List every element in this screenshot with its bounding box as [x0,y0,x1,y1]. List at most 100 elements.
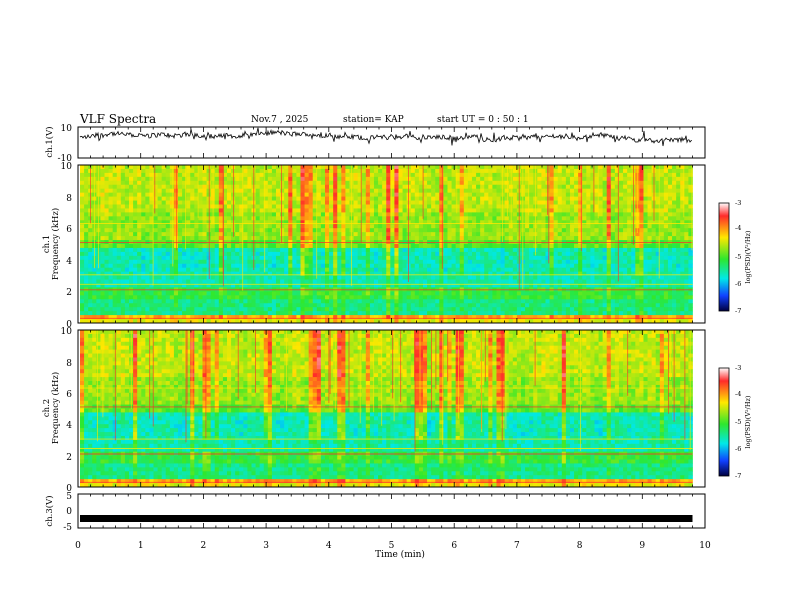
ch1-spectrogram-cell [141,232,146,237]
ch1-spectrogram-cell [169,259,175,265]
ch1-spectrogram-cell [610,236,616,241]
ch1-spectrogram-cell [312,251,318,257]
ch1-spectrogram-cell [145,180,150,186]
ch1-spectrogram-cell [341,224,346,229]
ch1-spectrogram-cell [586,251,591,257]
ch1-spectrogram-cell [124,267,130,273]
ch1-spectrogram-cell [614,168,620,174]
ch1-spectrogram-cell [124,208,130,213]
ch1-spectrogram-cell [296,180,301,186]
ch1-spectrogram-cell [553,263,559,269]
ch1-spectrogram-cell [153,192,158,197]
ch1-spectrogram-cell [431,184,436,190]
ch1-spectrogram-cell [663,212,669,217]
ch1-spectrogram-cell [333,232,338,237]
ch1-spectrogram-cell [602,216,608,221]
ch1-spectrogram-cell [467,236,473,241]
ch1-spectrogram-cell [112,220,118,225]
ch1-spectrogram-cell [459,251,465,257]
ch1-spectrogram-cell [182,267,187,273]
ch1-spectrogram-cell [627,168,632,174]
ch1-spectrogram-cell [259,267,265,273]
ch1-spectrogram-cell [92,271,97,276]
ch1-spectrogram-cell [239,184,244,190]
ch1-spectrogram-cell [329,271,334,276]
ch1-spectrogram-cell [520,236,526,241]
ch1-spectrogram-cell [112,184,118,190]
ch1-spectrogram-cell [606,247,612,253]
ch1-spectrogram-cell [663,279,669,284]
ch1-spectrogram-cell [247,180,252,186]
ch1-spectrogram-cell [324,204,330,209]
ch1-spectrogram-cell [574,192,579,197]
ch1-spectrogram-cell [308,184,314,190]
ch1-spectrogram-cell [631,271,636,276]
ch1-spectrogram-cell [226,271,232,276]
ch1-spectrogram-cell [447,228,452,233]
ch1-spectrogram-cell [476,212,481,217]
ch1-spectrogram-cell [141,180,146,186]
ch1-spectrogram-cell [177,247,183,253]
ch1-spectrogram-cell [655,247,661,253]
ch1-spectrogram-cell [463,184,469,190]
ch1-spectrogram-cell [382,271,387,276]
ch1-spectrogram-cell [467,255,473,261]
ch1-spectrogram-cell [659,283,665,288]
ch1-spectrogram-cell [488,267,493,273]
ch1-spectrogram-cell [373,232,379,237]
ch1-spectrogram-cell [288,232,293,237]
ch1-spectrogram-cell [284,255,289,261]
ch1-spectrogram-cell [496,172,501,178]
ch1-spectrogram-cell [594,279,599,284]
ch1-spectrogram-cell [218,208,224,213]
ch1-spectrogram-cell [451,267,457,273]
ch1-spectrogram-cell [84,184,89,190]
ch1-spectrogram-cell [659,172,665,178]
ch1-spectrogram-cell [165,172,171,178]
ch1-spectrogram-cell [361,172,367,178]
ch1-spectrogram-cell [545,228,550,233]
ch1-spectrogram-cell [484,224,489,229]
ch1-spectrogram-cell [459,275,465,280]
ch1-spectrogram-cell [304,204,310,209]
ch1-spectrogram-cell [259,168,265,174]
ch1-spectrogram-cell [173,208,179,213]
ch1-spectrogram-cell [186,291,191,296]
ch1-spectrogram-cell [439,204,444,209]
ch1-spectrogram-cell [357,244,363,249]
ch1-spectrogram-cell [120,220,126,225]
ch1-spectrogram-cell [288,275,293,280]
ch1-spectrogram-cell [177,275,183,280]
ch1-spectrogram-cell [655,275,661,280]
ch1-spectrogram-cell [308,176,314,182]
ch1-spectrogram-cell [116,232,122,237]
ch1-spectrogram-cell [341,291,346,296]
ch1-spectrogram-cell [471,283,477,288]
ch1-spectrogram-cell [676,279,681,284]
ch1-spectrogram-cell [239,247,244,253]
ch1-spectrogram-cell [345,208,350,213]
ch1-spectrogram-cell [357,220,363,225]
ch1-spectrogram-cell [206,291,212,296]
ch1-spectrogram-cell [182,180,187,186]
ch1-spectrogram-cell [124,279,130,284]
ch1-spectrogram-cell [296,251,301,257]
ch1-spectrogram-cell [390,279,395,284]
ch1-spectrogram-cell [345,291,350,296]
ch1-spectrogram-cell [439,200,444,205]
ch1-spectrogram-cell [688,216,693,221]
ch1-spectrogram-cell [398,267,403,273]
ch1-spectrogram-cell [251,271,256,276]
ch1-spectrogram-cell [549,275,555,280]
ch1-spectrogram-cell [623,208,628,213]
ch1-spectrogram-cell [394,172,399,178]
ch1-spectrogram-cell [476,247,481,253]
ch1-spectrogram-cell [394,244,399,249]
ch1-spectrogram-cell [239,224,244,229]
ch1-spectrogram-cell [243,251,248,257]
ch1-spectrogram-cell [194,196,199,201]
ch1-spectrogram-cell [643,172,648,178]
ch1-spectrogram-cell [161,184,167,190]
ch1-spectrogram-cell [365,275,371,280]
ch1-spectrogram-cell [247,184,252,190]
